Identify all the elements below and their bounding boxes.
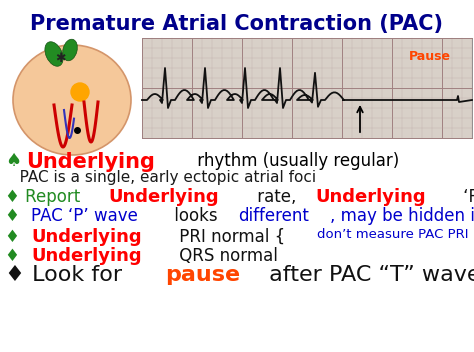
Text: rhythm (usually regular): rhythm (usually regular) <box>192 152 400 170</box>
Text: ♦ Report: ♦ Report <box>5 188 85 206</box>
Text: Premature Atrial Contraction (PAC): Premature Atrial Contraction (PAC) <box>30 14 444 34</box>
Text: ♠: ♠ <box>5 152 21 170</box>
Text: ♦: ♦ <box>5 228 25 246</box>
Text: ♦ Look for: ♦ Look for <box>5 265 129 285</box>
Text: don’t measure PAC PRI: don’t measure PAC PRI <box>317 228 469 241</box>
Text: Underlying: Underlying <box>109 188 219 206</box>
Text: PAC ‘P’ wave: PAC ‘P’ wave <box>31 207 138 225</box>
Text: ♦: ♦ <box>5 247 25 265</box>
Text: ✱: ✱ <box>55 51 65 64</box>
Text: QRS normal: QRS normal <box>173 247 278 265</box>
Text: Underlying: Underlying <box>316 188 426 206</box>
Text: pause: pause <box>165 265 240 285</box>
Text: rate,: rate, <box>252 188 301 206</box>
Text: PAC is a single, early ectopic atrial foci: PAC is a single, early ectopic atrial fo… <box>5 170 316 185</box>
Text: Underlying: Underlying <box>31 247 142 265</box>
Text: looks: looks <box>169 207 223 225</box>
Text: , may be hidden in “T” wave: , may be hidden in “T” wave <box>330 207 474 225</box>
Text: after PAC “T” wave: after PAC “T” wave <box>262 265 474 285</box>
Text: PRI normal {: PRI normal { <box>173 228 285 246</box>
Ellipse shape <box>13 45 131 155</box>
Circle shape <box>71 83 89 101</box>
Text: Underlying: Underlying <box>26 152 155 172</box>
Text: Pause: Pause <box>409 50 451 63</box>
Ellipse shape <box>45 42 63 66</box>
Text: Underlying: Underlying <box>31 228 142 246</box>
Text: different: different <box>238 207 309 225</box>
Text: ♦: ♦ <box>5 207 25 225</box>
Ellipse shape <box>63 39 77 61</box>
Text: ‘P’ Waves: ‘P’ Waves <box>458 188 474 206</box>
Bar <box>142 38 472 138</box>
